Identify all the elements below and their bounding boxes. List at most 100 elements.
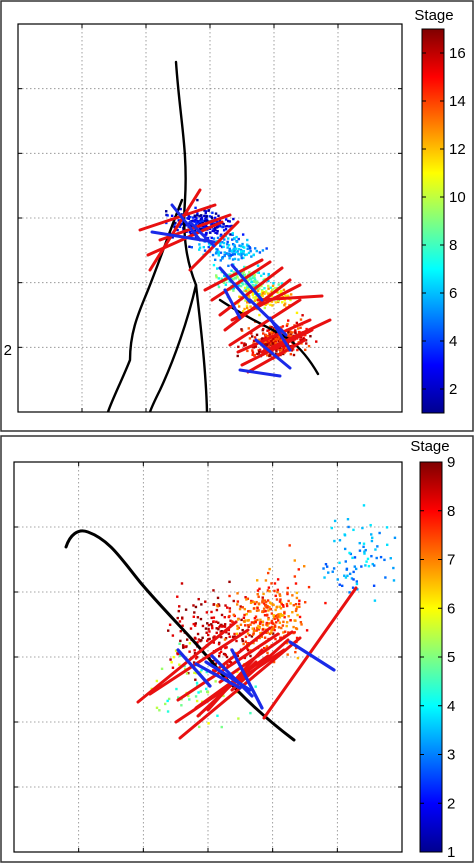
scatter-point <box>294 650 297 654</box>
scatter-point <box>166 699 169 703</box>
scatter-point <box>208 243 212 247</box>
scatter-point <box>171 634 175 637</box>
scatter-point <box>216 225 220 228</box>
scatter-point <box>252 607 256 610</box>
scatter-point <box>221 225 224 229</box>
scatter-point <box>282 346 286 350</box>
scatter-point <box>292 604 295 607</box>
scatter-point <box>222 625 225 628</box>
scatter-point <box>278 600 282 603</box>
scatter-point <box>338 539 342 542</box>
y-tick-label: 2 <box>4 342 12 359</box>
scatter-point <box>243 607 246 611</box>
scatter-point <box>190 224 193 228</box>
scatter-point <box>296 348 299 352</box>
scatter-point <box>223 625 227 628</box>
scatter-point <box>268 325 272 328</box>
scatter-point <box>193 624 197 627</box>
scatter-point <box>362 542 366 545</box>
scatter-point <box>215 276 218 279</box>
scatter-point <box>403 554 405 556</box>
scatter-point <box>238 278 241 282</box>
scatter-point <box>271 284 275 288</box>
scatter-point <box>189 232 193 235</box>
scatter-point <box>211 229 214 233</box>
scatter-point <box>341 584 344 588</box>
scatter-point <box>223 616 226 619</box>
scatter-point <box>286 586 290 590</box>
scatter-point <box>289 333 293 336</box>
scatter-point <box>241 310 245 313</box>
scatter-point <box>207 722 210 725</box>
scatter-point <box>226 606 229 609</box>
scatter-point <box>261 249 265 252</box>
scatter-point <box>370 536 374 539</box>
scatter-point <box>255 333 259 337</box>
scatter-point <box>183 664 186 668</box>
scatter-point <box>268 590 271 593</box>
scatter-point <box>274 337 277 340</box>
scatter-point <box>193 611 196 614</box>
scatter-point <box>268 632 272 636</box>
scatter-point <box>208 637 211 641</box>
scatter-point <box>174 649 178 652</box>
scatter-point <box>196 214 199 217</box>
scatter-point <box>355 582 359 586</box>
scatter-point <box>287 335 290 338</box>
scatter-point <box>273 617 276 621</box>
scatter-point <box>277 283 280 286</box>
scatter-point <box>275 290 279 294</box>
fit-segment <box>268 316 292 352</box>
scatter-point <box>301 314 304 317</box>
scatter-point <box>243 613 246 617</box>
scatter-point <box>256 579 259 582</box>
scatter-point <box>233 243 236 247</box>
scatter-point <box>225 655 229 659</box>
scatter-point <box>206 639 209 643</box>
scatter-point <box>213 226 217 230</box>
scatter-point <box>217 621 220 624</box>
fit-segment <box>260 318 332 354</box>
scatter-point <box>243 253 247 257</box>
scatter-point <box>203 209 206 212</box>
scatter-point <box>217 250 220 253</box>
scatter-point <box>338 583 341 586</box>
scatter-point <box>246 284 249 287</box>
scatter-point <box>227 632 231 635</box>
scatter-point <box>261 610 264 614</box>
scatter-point <box>327 571 330 574</box>
scatter-point <box>273 625 277 628</box>
scatter-point <box>224 225 227 228</box>
scatter-point <box>275 606 278 609</box>
fit-segment <box>212 626 272 674</box>
scatter-point <box>279 289 283 293</box>
scatter-point <box>251 284 254 287</box>
scatter-point <box>194 220 198 223</box>
scatter-point <box>274 287 277 290</box>
scatter-point <box>270 582 273 585</box>
scatter-point <box>236 354 239 358</box>
scatter-point <box>194 206 197 210</box>
scatter-point <box>196 641 199 644</box>
scatter-point <box>325 565 329 568</box>
scatter-point <box>353 565 356 568</box>
scatter-point <box>240 341 243 345</box>
scatter-point <box>237 717 240 720</box>
scatter-point <box>251 353 254 357</box>
scatter-point <box>228 280 231 283</box>
fit-segment <box>238 368 282 378</box>
figure-border-bottom <box>0 435 474 863</box>
scatter-point <box>216 714 219 717</box>
fit-segment <box>188 220 216 248</box>
scatter-point <box>257 352 261 355</box>
scatter-point <box>235 273 238 277</box>
scatter-point <box>274 608 277 612</box>
scatter-point <box>274 594 277 598</box>
scatter-point <box>222 222 225 226</box>
scatter-point <box>176 595 179 598</box>
scatter-point <box>224 654 228 657</box>
scatter-point <box>261 290 264 293</box>
scatter-point <box>217 277 220 280</box>
scatter-point <box>167 697 171 701</box>
